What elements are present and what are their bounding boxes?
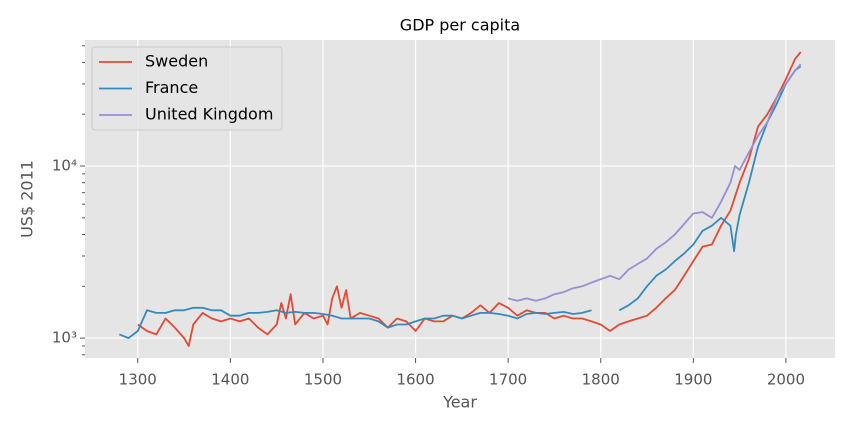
legend-label: Sweden: [145, 52, 208, 71]
legend-label: France: [145, 78, 198, 97]
legend-label: United Kingdom: [145, 105, 273, 124]
x-tick-label: 1900: [674, 371, 712, 389]
x-tick-label: 1400: [211, 371, 249, 389]
line: [118, 306, 592, 339]
x-axis-label: Year: [442, 393, 477, 412]
lines: [118, 51, 802, 347]
legend: Sweden France United Kingdom: [91, 46, 283, 131]
y-tick-label: 10⁴: [52, 157, 77, 175]
line: [137, 51, 802, 347]
x-tick-label: 1700: [489, 371, 527, 389]
x-tick-label: 1500: [304, 371, 342, 389]
x-tick-label: 1800: [582, 371, 620, 389]
x-tick-label: 1300: [119, 371, 157, 389]
legend-box: [91, 46, 283, 131]
y-axis-label: US$ 2011: [18, 160, 37, 238]
x-tick-label: 2000: [767, 371, 805, 389]
y-tick-label: 10³: [52, 329, 77, 347]
grid: [85, 40, 835, 358]
chart-title: GDP per capita: [400, 16, 520, 35]
x-tick-label: 1600: [396, 371, 434, 389]
line: [507, 63, 802, 302]
